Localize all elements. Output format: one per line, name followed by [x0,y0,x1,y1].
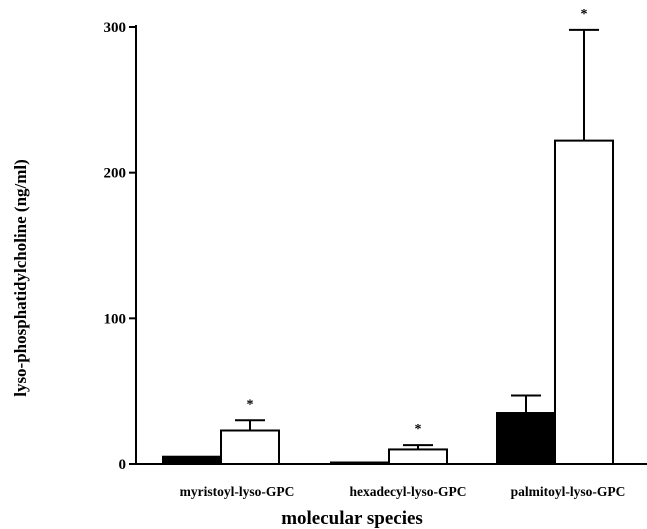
bar [554,139,614,465]
y-tick-label: 100 [104,311,127,327]
y-tick-label: 0 [119,457,127,473]
y-axis-ticks: 0 100 200 300 [104,20,136,473]
significance-marker: * [247,397,254,412]
bars: * * * [162,7,614,466]
y-axis-title: lyso-phosphatidylcholine (ng/ml) [11,159,30,397]
significance-marker: * [581,7,588,22]
y-tick-label: 300 [104,20,127,36]
x-axis-category-labels: myristoyl-lyso-GPC hexadecyl-lyso-GPC palm… [180,484,626,499]
x-axis-title: molecular species [281,508,423,529]
significance-marker: * [415,422,422,437]
x-category-label: hexadecyl-lyso-GPC [350,484,467,499]
y-tick-label: 200 [104,166,127,182]
bar [496,412,556,465]
bar [162,455,222,466]
x-category-label: myristoyl-lyso-GPC [180,484,295,499]
bar [330,461,390,465]
bar [388,448,448,465]
x-category-label: palmitoyl-lyso-GPC [511,484,626,499]
bar [220,429,280,466]
